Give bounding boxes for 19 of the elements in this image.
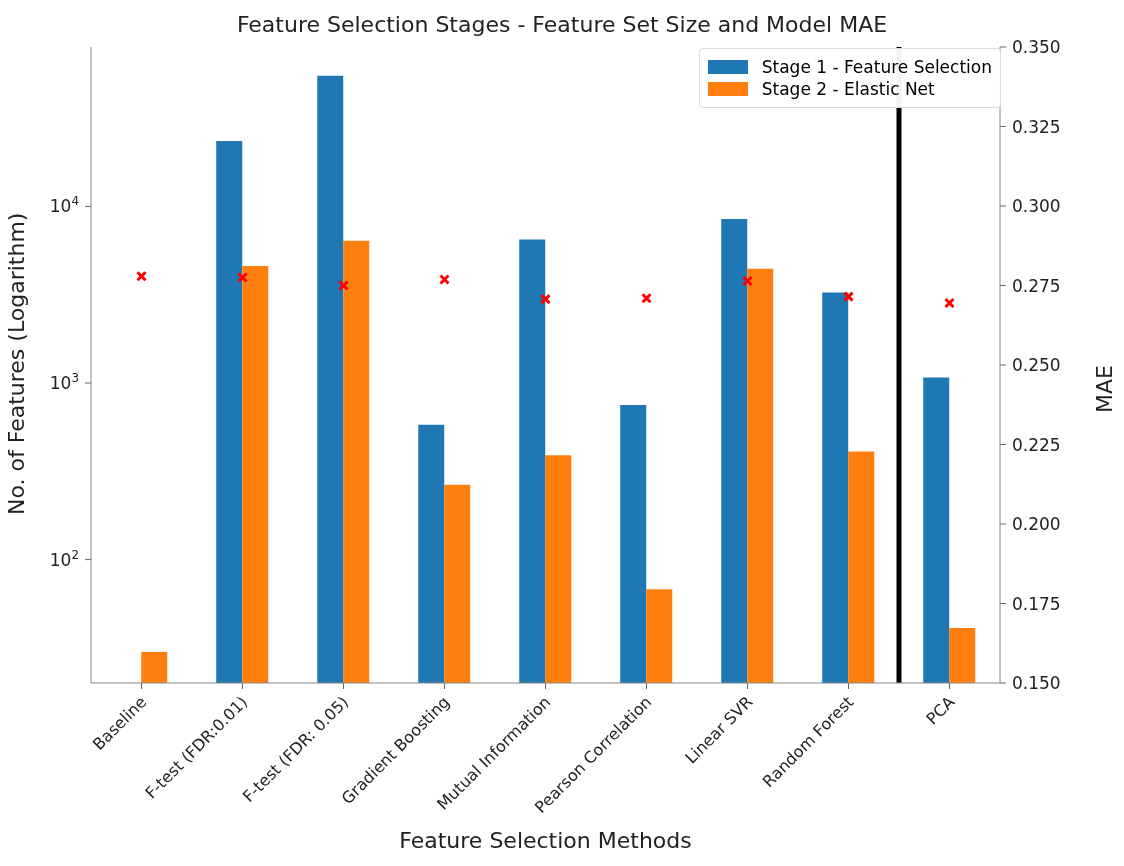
y-tick-label: 10$^{2}$ (49, 547, 79, 570)
y-tick-label: 10$^{3}$ (49, 371, 79, 394)
x-tick-label: PCA (922, 692, 959, 729)
y2-tick-label: 0.175 (1012, 593, 1061, 614)
y2-tick-label: 0.250 (1012, 355, 1061, 375)
y2-tick-label: 0.350 (1012, 37, 1061, 57)
y-axis-title: No. of Features (Logarithm) (3, 212, 29, 515)
chart-title: Feature Selection Stages - Feature Set Size and Model MAE (235, 12, 889, 37)
y2-tick-label: 0.300 (1012, 196, 1061, 216)
y2-tick-label: 0.150 (1012, 673, 1061, 693)
y2-axis-title: MAE (1091, 365, 1117, 413)
y2-tick-label: 0.325 (1012, 116, 1061, 137)
x-axis-title: Feature Selection Methods (399, 828, 692, 853)
legend-label: Stage 2 - Elastic Net (761, 79, 935, 99)
y2-tick-label: 0.200 (1012, 514, 1061, 534)
legend-label: Stage 1 - Feature Selection (761, 57, 992, 77)
y2-tick-label: 0.225 (1012, 434, 1061, 455)
y-tick-label: 10$^{4}$ (49, 194, 79, 217)
y2-tick-label: 0.275 (1012, 275, 1061, 296)
